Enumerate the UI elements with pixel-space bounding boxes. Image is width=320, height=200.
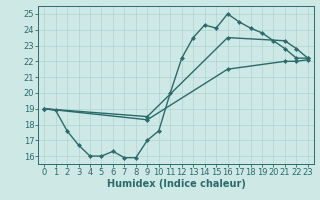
- X-axis label: Humidex (Indice chaleur): Humidex (Indice chaleur): [107, 179, 245, 189]
